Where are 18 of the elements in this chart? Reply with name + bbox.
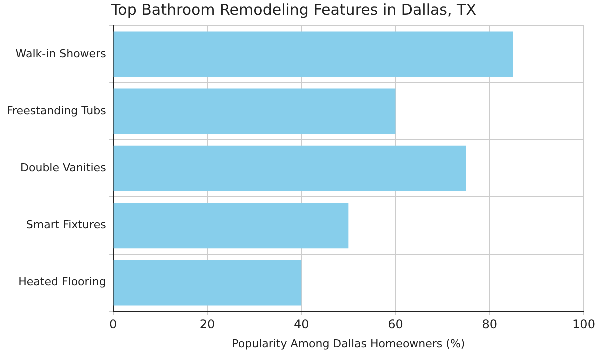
y-tick-label: Freestanding Tubs — [6, 104, 107, 118]
bar — [114, 202, 349, 249]
bar — [114, 32, 514, 78]
x-tick-label: 100 — [572, 318, 596, 332]
x-tick-label: 80 — [482, 318, 498, 332]
x-axis-title: Popularity Among Dallas Homeowners (%) — [232, 337, 466, 350]
y-tick-label: Smart Fixtures — [26, 218, 107, 232]
y-tick-label: Walk-in Showers — [16, 47, 107, 60]
bar — [114, 260, 302, 306]
bar — [114, 146, 466, 192]
chart-title: Top Bathroom Remodeling Features in Dallas, TX — [110, 0, 476, 19]
x-tick-label: 60 — [388, 318, 404, 332]
x-tick-label: 40 — [294, 318, 310, 332]
x-tick-label: 0 — [110, 318, 118, 332]
y-tick-label: Double Vanities — [20, 162, 107, 175]
y-tick-label: Heated Flooring — [18, 276, 106, 289]
bar — [114, 88, 396, 134]
x-tick-label: 20 — [200, 318, 216, 332]
